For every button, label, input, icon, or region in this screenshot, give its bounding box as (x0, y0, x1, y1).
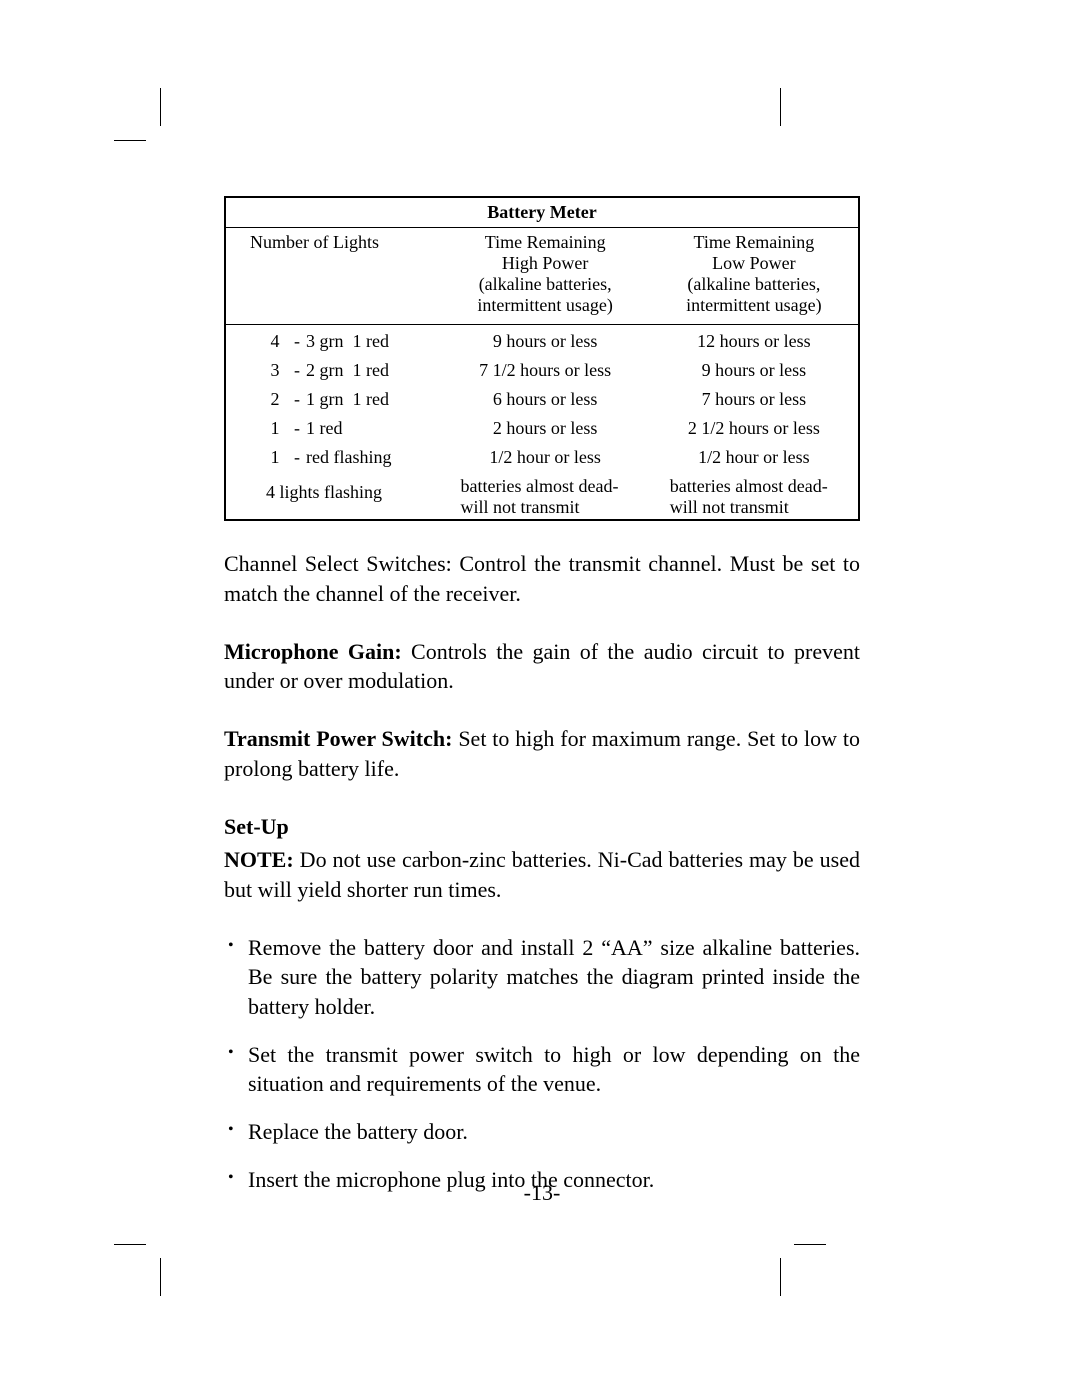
list-item: Set the transmit power switch to high or… (224, 1040, 860, 1099)
table-row: 4-3 grn 1 red 9 hours or less 12 hours o… (225, 325, 859, 355)
crop-mark (160, 88, 161, 126)
crop-mark (780, 1258, 781, 1296)
table-row: 3-2 grn 1 red 7 1/2 hours or less 9 hour… (225, 354, 859, 383)
setup-list: Remove the battery door and install 2 “A… (224, 933, 860, 1195)
paragraph-mic-gain: Microphone Gain: Controls the gain of th… (224, 637, 860, 696)
content-area: Battery Meter Number of Lights Time Rema… (224, 196, 860, 1212)
page: Battery Meter Number of Lights Time Rema… (0, 0, 1080, 1397)
table-row: 1-red flashing 1/2 hour or less 1/2 hour… (225, 441, 859, 470)
battery-meter-table: Battery Meter Number of Lights Time Rema… (224, 196, 860, 521)
col2-header: Time Remaining High Power (alkaline batt… (441, 228, 650, 325)
table-title: Battery Meter (225, 197, 859, 228)
list-item: Remove the battery door and install 2 “A… (224, 933, 860, 1022)
paragraph-power-switch: Transmit Power Switch: Set to high for m… (224, 724, 860, 783)
table-row-flashing: 4 lights flashing batteries almost dead-… (225, 470, 859, 520)
paragraph-note: NOTE: Do not use carbon-zinc batteries. … (224, 845, 860, 904)
paragraph-channel: Channel Select Switches: Control the tra… (224, 549, 860, 608)
list-item: Replace the battery door. (224, 1117, 860, 1147)
page-number: -13- (224, 1180, 860, 1206)
crop-mark (160, 1258, 161, 1296)
crop-mark (114, 1244, 146, 1245)
col1-header: Number of Lights (225, 228, 441, 325)
table-header-row: Number of Lights Time Remaining High Pow… (225, 228, 859, 325)
crop-mark (780, 88, 781, 126)
table-row: 2-1 grn 1 red 6 hours or less 7 hours or… (225, 383, 859, 412)
setup-heading: Set-Up (224, 812, 860, 842)
col3-header: Time Remaining Low Power (alkaline batte… (650, 228, 859, 325)
body-text: Channel Select Switches: Control the tra… (224, 549, 860, 1194)
crop-mark (794, 1244, 826, 1245)
crop-mark (114, 140, 146, 141)
table-row: 1-1 red 2 hours or less 2 1/2 hours or l… (225, 412, 859, 441)
